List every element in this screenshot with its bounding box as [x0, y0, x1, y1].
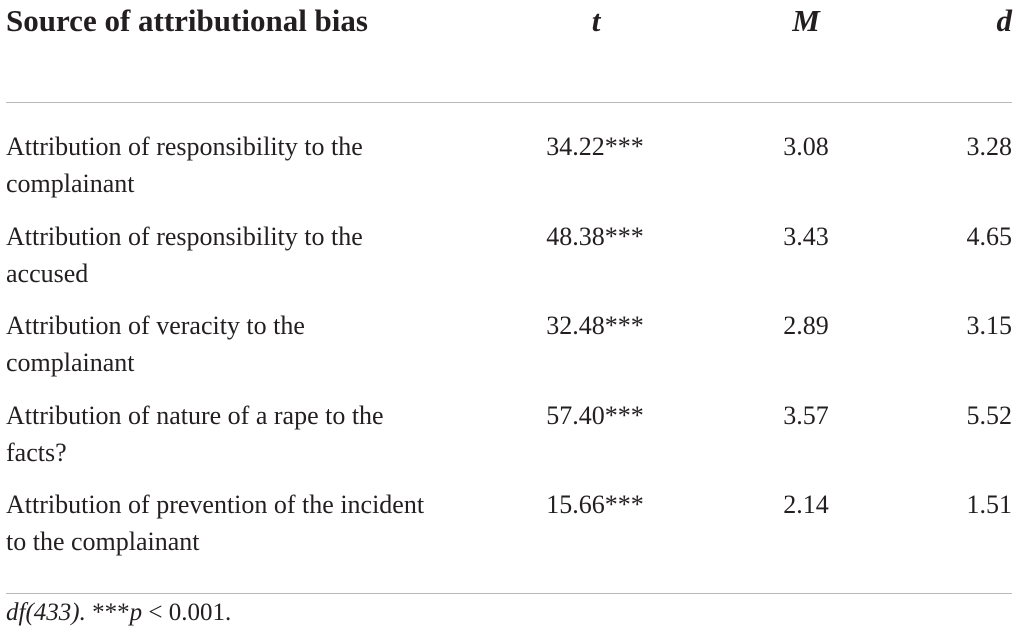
header-source: Source of attributional bias — [6, 3, 368, 38]
footnote-p: p — [129, 599, 143, 626]
row-label: Attribution of nature of a rape to the f… — [6, 400, 384, 467]
row-m-value: 3.08 — [783, 132, 829, 161]
row-label: Attribution of responsibility to the acc… — [6, 221, 363, 288]
table-row: Attribution of responsibility to the com… — [6, 128, 1012, 218]
table-header: Source of attributional bias t M d — [6, 0, 1012, 103]
table-row: Attribution of prevention of the inciden… — [6, 486, 1012, 576]
header-t: t — [591, 3, 601, 38]
row-d-value: 3.15 — [966, 311, 1013, 340]
header-m: M — [792, 3, 820, 38]
footnote-threshold: < 0.001. — [142, 599, 232, 626]
row-t-value: 32.48*** — [546, 311, 644, 340]
row-label: Attribution of prevention of the inciden… — [6, 490, 425, 556]
row-t-value: 57.40*** — [546, 400, 644, 430]
row-label: Attribution of veracity to the complaina… — [6, 311, 305, 377]
row-d-value: 4.65 — [966, 221, 1013, 251]
table-row: Attribution of veracity to the complaina… — [6, 307, 1012, 397]
row-m-value: 2.14 — [783, 490, 829, 519]
row-d-value: 5.52 — [966, 400, 1013, 430]
row-m-value: 2.89 — [783, 311, 829, 340]
table-row: Attribution of responsibility to the acc… — [6, 218, 1012, 308]
row-t-value: 34.22*** — [546, 132, 644, 161]
table-footnote: df(433). ***p < 0.001. — [6, 596, 231, 630]
table-body: Attribution of responsibility to the com… — [6, 103, 1012, 594]
row-m-value: 3.43 — [783, 221, 829, 251]
footnote-stars: *** — [85, 599, 130, 626]
row-t-value: 15.66*** — [546, 490, 644, 519]
row-d-value: 3.28 — [966, 132, 1013, 161]
footnote-df: df(433). — [6, 599, 86, 626]
row-d-value: 1.51 — [966, 490, 1013, 519]
row-m-value: 3.57 — [783, 400, 829, 430]
results-table: Source of attributional bias t M d Attri… — [6, 0, 1012, 594]
row-t-value: 48.38*** — [546, 221, 644, 251]
row-label: Attribution of responsibility to the com… — [6, 132, 363, 198]
table-row: Attribution of nature of a rape to the f… — [6, 397, 1012, 487]
header-d: d — [996, 3, 1013, 38]
